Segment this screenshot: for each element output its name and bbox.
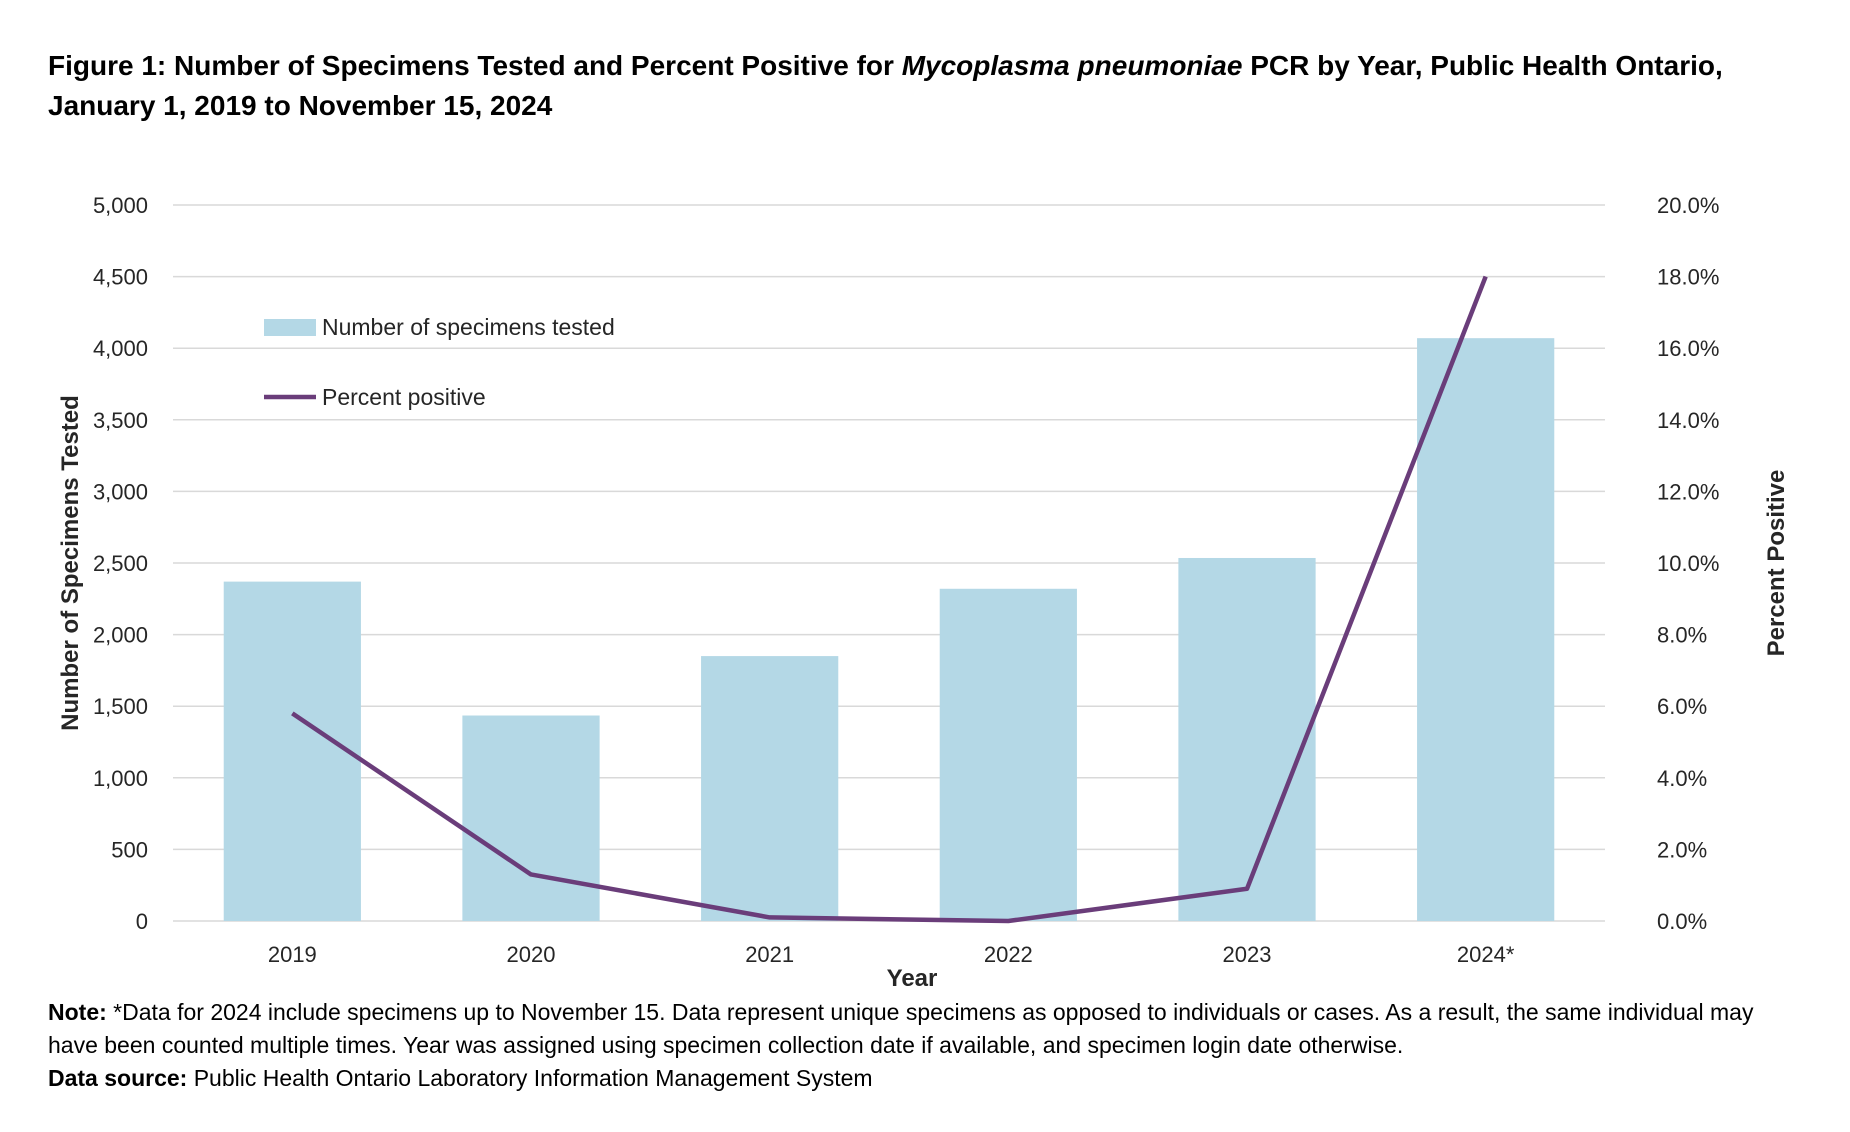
note-label: Note:	[48, 999, 107, 1025]
x-tick-label: 2020	[507, 942, 556, 967]
y-tick-label: 4,500	[93, 265, 148, 290]
x-tick-label: 2022	[984, 942, 1033, 967]
y2-tick-label: 18.0%	[1657, 265, 1719, 290]
y-tick-label: 4,000	[93, 336, 148, 361]
y-axis-title: Number of Specimens Tested	[57, 395, 84, 731]
legend-label-percent: Percent positive	[322, 384, 486, 410]
y-tick-label: 500	[111, 837, 148, 862]
y-tick-label: 2,000	[93, 623, 148, 648]
percent-positive-line	[291, 275, 1488, 924]
bar-2022	[939, 588, 1077, 921]
y2-axis-title: Percent Positive	[1763, 470, 1790, 657]
legend-label-specimens: Number of specimens tested	[322, 314, 615, 340]
bar-2024*	[1417, 338, 1555, 921]
x-tick-label: 2024*	[1457, 942, 1515, 967]
bar-2021	[701, 656, 839, 921]
note-paragraph: Note: *Data for 2024 include specimens u…	[48, 996, 1808, 1062]
bar-2019	[223, 581, 361, 921]
y2-tick-label: 14.0%	[1657, 408, 1719, 433]
y-tick-label: 1,500	[93, 694, 148, 719]
x-axis-title: Year	[887, 965, 938, 990]
figure-notes: Note: *Data for 2024 include specimens u…	[48, 996, 1808, 1095]
y2-tick-label: 10.0%	[1657, 551, 1719, 576]
note-text: *Data for 2024 include specimens up to N…	[48, 999, 1754, 1058]
figure-title: Figure 1: Number of Specimens Tested and…	[48, 46, 1808, 126]
y-tick-label: 0	[136, 909, 148, 934]
y2-tick-label: 8.0%	[1657, 623, 1707, 648]
y-tick-label: 2,500	[93, 551, 148, 576]
y2-tick-label: 6.0%	[1657, 694, 1707, 719]
y2-tick-label: 4.0%	[1657, 766, 1707, 791]
bar-2020	[462, 715, 600, 921]
x-tick-label: 2019	[268, 942, 317, 967]
y2-tick-label: 2.0%	[1657, 837, 1707, 862]
combo-chart: 0 500 1,000 1,500 2,000 2,500 3,000 3,500 4,000 4…	[57, 193, 1790, 990]
legend-swatch-specimens	[264, 319, 316, 336]
bar-2023	[1178, 557, 1316, 921]
y-tick-label: 1,000	[93, 766, 148, 791]
title-date-range: January 1, 2019 to November 15, 2024	[48, 90, 553, 121]
y-tick-label: 3,000	[93, 479, 148, 504]
x-tick-label: 2023	[1223, 942, 1272, 967]
source-text: Public Health Ontario Laboratory Informa…	[187, 1065, 873, 1091]
y2-tick-label: 16.0%	[1657, 336, 1719, 361]
y2-tick-label: 12.0%	[1657, 479, 1719, 504]
x-tick-label: 2021	[745, 942, 794, 967]
source-label: Data source:	[48, 1065, 188, 1091]
y-tick-label: 3,500	[93, 408, 148, 433]
y2-tick-label: 0.0%	[1657, 909, 1707, 934]
title-suffix: PCR by Year, Public Health Ontario,	[1242, 50, 1723, 81]
y-tick-label: 5,000	[93, 193, 148, 218]
y2-tick-label: 20.0%	[1657, 193, 1719, 218]
title-prefix: Figure 1: Number of Specimens Tested and…	[48, 50, 902, 81]
source-paragraph: Data source: Public Health Ontario Labor…	[48, 1062, 1808, 1095]
title-organism: Mycoplasma pneumoniae	[901, 50, 1243, 81]
